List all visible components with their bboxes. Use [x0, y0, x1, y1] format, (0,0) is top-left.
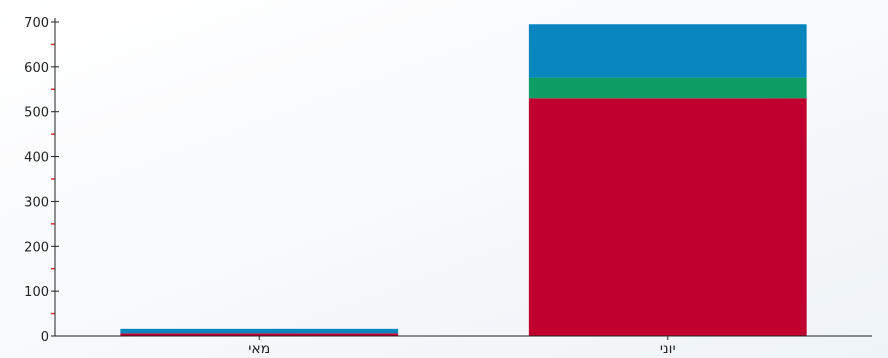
- bar-segment: [528, 24, 807, 78]
- y-axis: 0 100 200 300 400 500 600 700: [24, 16, 59, 345]
- y-tick-label: 700: [24, 16, 49, 31]
- minor-ticks-layer: [51, 43, 55, 315]
- y-tick-label: 300: [24, 195, 49, 210]
- y-tick-label: 100: [24, 285, 49, 300]
- x-tick-label: יוני: [660, 341, 676, 357]
- y-tick-label: 200: [24, 240, 49, 255]
- y-tick-label: 500: [24, 106, 49, 121]
- bar-segment: [120, 328, 399, 334]
- bar-segment: [528, 98, 807, 336]
- x-tick-label: מאי: [248, 341, 270, 357]
- y-tick-label: 0: [41, 330, 49, 345]
- bar-segment: [528, 77, 807, 99]
- x-axis: מאי יוני: [55, 335, 872, 357]
- y-tick-label: 400: [24, 151, 49, 166]
- bars-layer: [120, 24, 807, 336]
- y-tick-label: 600: [24, 61, 49, 76]
- bar-segment: [120, 333, 399, 336]
